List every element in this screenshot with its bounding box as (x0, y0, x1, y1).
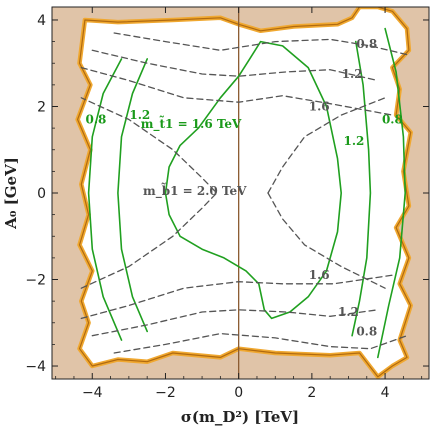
contour-label-9: 1.6 (309, 268, 330, 282)
y-tick-label: −2 (25, 273, 46, 289)
axis-ticks: −4 −2 0 2 4 −4 −2 0 2 4 (25, 7, 429, 401)
y-tick-label: 4 (37, 13, 46, 29)
contour-label-0: m_t̃1 = 1.6 TeV (141, 115, 242, 132)
sbottom-contour-11 (91, 309, 379, 337)
contour-label-11: 1.2 (338, 305, 359, 319)
sbottom-contour-12 (113, 32, 408, 56)
boundary-line (77, 7, 412, 378)
plot-background (52, 7, 429, 379)
contour-lines (80, 27, 408, 359)
y-tick-label: 0 (37, 186, 46, 202)
contour-label-8: 1.6 (309, 99, 330, 113)
stop-contour-1 (117, 58, 148, 333)
sbottom-contour-6 (267, 97, 386, 194)
stop-contour-0 (164, 40, 342, 320)
x-tick-label: 2 (307, 385, 316, 401)
stop-contour-2 (87, 58, 123, 341)
y-tick-label: 2 (37, 99, 46, 115)
sbottom-contour-9 (80, 274, 394, 320)
contour-label-4: 0.8 (382, 112, 403, 126)
x-tick-label: 4 (381, 385, 390, 401)
excluded-region (52, 7, 429, 379)
contour-label-12: 0.8 (356, 37, 377, 51)
contour-label-2: 0.8 (85, 112, 106, 126)
stop-contour-4 (377, 27, 406, 359)
sbottom-contour-10 (91, 49, 379, 82)
x-tick-label: −4 (82, 385, 103, 401)
y-axis-title: A₀ [GeV] (2, 157, 20, 230)
stop-contour-3 (351, 40, 372, 337)
contour-label-1: 1.2 (129, 108, 150, 122)
contour-label-5: m_b̃1 = 2.0 TeV (143, 182, 247, 199)
sbottom-contour-5 (80, 97, 218, 289)
contour-label-3: 1.2 (344, 134, 365, 148)
sbottom-contour-7 (267, 192, 386, 289)
sbottom-contour-8 (80, 66, 394, 116)
contour-label-10: 1.2 (342, 67, 363, 81)
y-tick-label: −4 (25, 359, 46, 375)
contour-label-13: 0.8 (356, 324, 377, 338)
x-axis-title: σ(m_D²) [TeV] (181, 408, 299, 426)
sbottom-contour-13 (113, 332, 408, 354)
x-tick-label: 0 (234, 385, 243, 401)
x-tick-label: −2 (155, 385, 176, 401)
